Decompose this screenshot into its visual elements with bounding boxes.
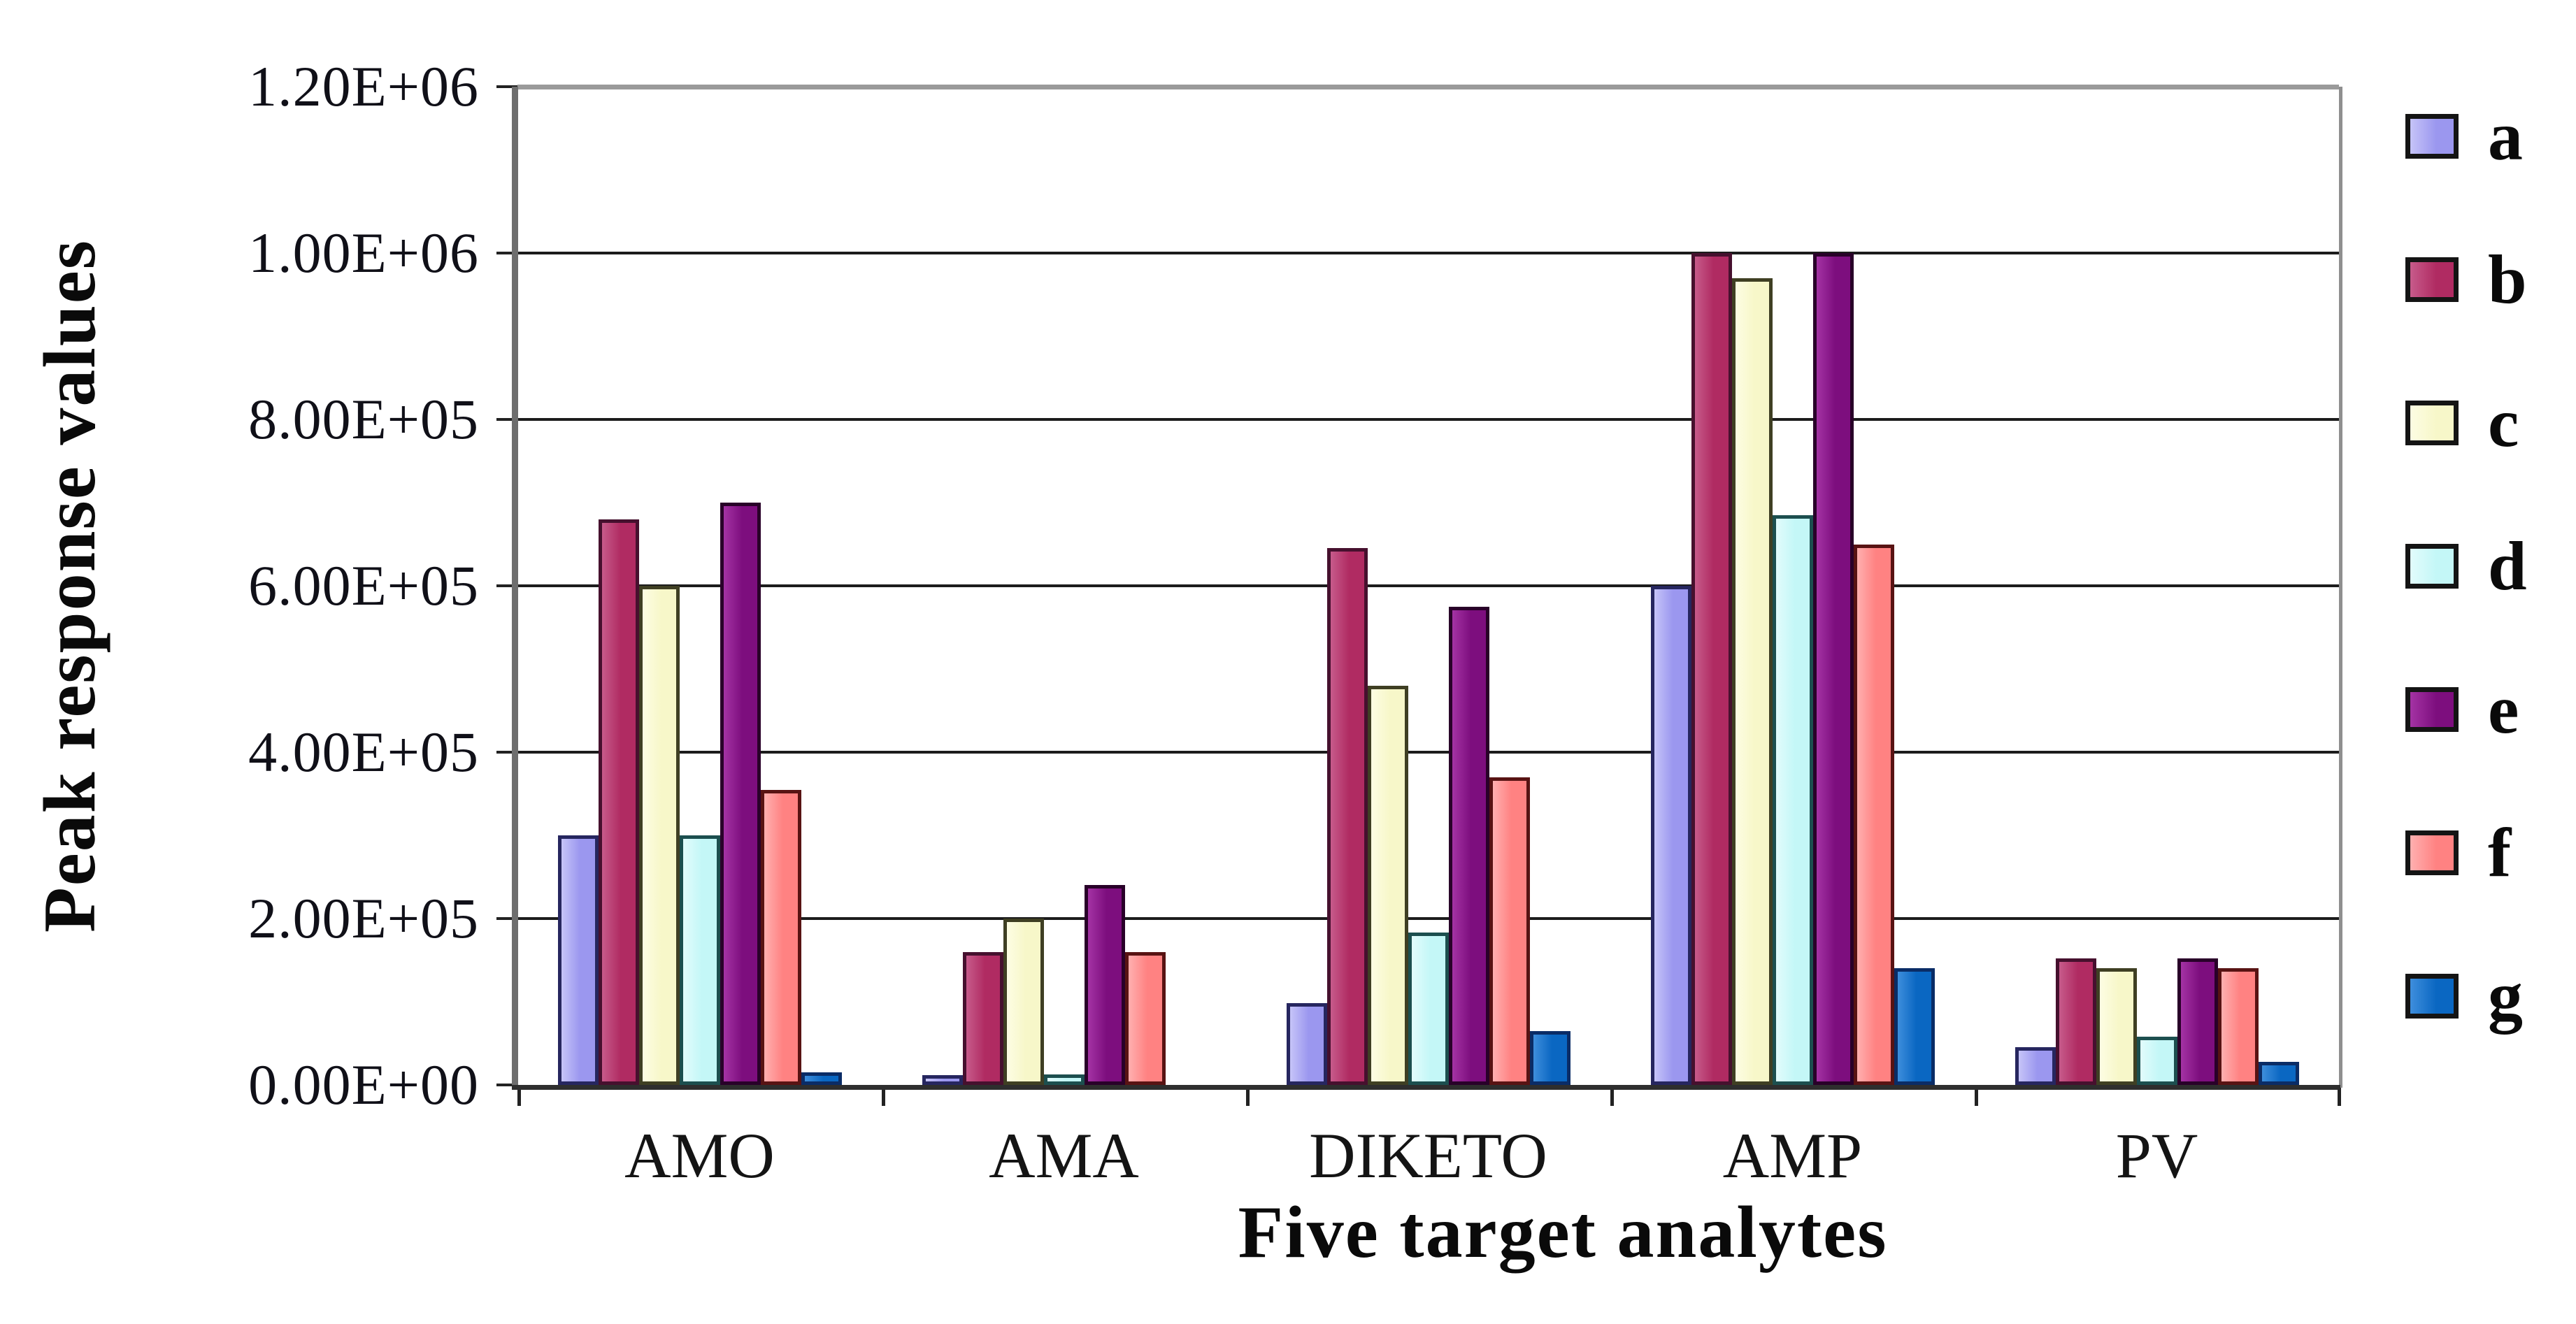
gridline [517, 418, 2339, 421]
y-axis-tick [496, 584, 517, 587]
bar-b-AMA [963, 951, 1003, 1085]
y-axis-tick [496, 418, 517, 421]
gridline [517, 252, 2339, 254]
bar-f-AMO [761, 789, 801, 1085]
y-axis-tick [496, 917, 517, 920]
y-tick-label: 0.00E+00 [248, 1053, 479, 1116]
bar-f-DIKETO [1489, 777, 1530, 1085]
category-label-PV: PV [2115, 1120, 2198, 1191]
legend-label-f: f [2488, 814, 2512, 891]
bar-c-PV [2096, 968, 2137, 1085]
bar-g-DIKETO [1530, 1030, 1570, 1085]
y-axis-line [512, 87, 518, 1088]
bar-g-AMP [1894, 968, 1935, 1085]
legend-label-e: e [2488, 670, 2519, 748]
bar-d-DIKETO [1408, 933, 1449, 1085]
category-label-AMP: AMP [1722, 1120, 1863, 1191]
plot-right-border [2339, 87, 2342, 1088]
x-axis-tick [882, 1085, 885, 1106]
bar-c-DIKETO [1368, 685, 1408, 1085]
legend-item-e: e [2405, 668, 2573, 751]
bar-e-PV [2177, 958, 2218, 1085]
y-axis-tick [496, 252, 517, 254]
bar-e-AMA [1085, 885, 1125, 1085]
bar-f-PV [2218, 968, 2259, 1085]
bar-d-AMO [680, 835, 720, 1085]
legend-item-d: d [2405, 524, 2573, 608]
bar-a-AMA [922, 1074, 963, 1085]
legend-swatch-g [2405, 974, 2459, 1019]
y-tick-label: 1.20E+06 [248, 55, 479, 118]
bar-b-PV [2056, 958, 2096, 1085]
bar-e-AMP [1813, 253, 1854, 1085]
legend-swatch-a [2405, 114, 2459, 159]
bar-d-PV [2137, 1036, 2177, 1085]
gridline [517, 584, 2339, 587]
x-axis-tick [1610, 1085, 1614, 1106]
category-label-DIKETO: DIKETO [1309, 1120, 1547, 1191]
gridline [517, 751, 2339, 754]
y-tick-label: 1.00E+06 [248, 221, 479, 285]
x-axis-line [512, 1085, 2340, 1090]
legend-label-b: b [2488, 240, 2527, 318]
bar-g-PV [2259, 1061, 2299, 1085]
bar-b-AMO [599, 519, 639, 1085]
bar-e-DIKETO [1449, 606, 1489, 1085]
legend-item-f: f [2405, 811, 2573, 895]
legend-swatch-e [2405, 687, 2459, 732]
y-axis-tick [496, 1084, 517, 1086]
legend-label-g: g [2488, 957, 2523, 1035]
x-axis-tick [517, 1085, 521, 1106]
bar-c-AMP [1732, 278, 1773, 1085]
legend-item-b: b [2405, 238, 2573, 322]
y-tick-label: 4.00E+05 [248, 720, 479, 784]
bar-c-AMA [1003, 919, 1044, 1085]
gridline [517, 917, 2339, 920]
legend-swatch-c [2405, 401, 2459, 445]
bar-d-AMP [1773, 515, 1813, 1085]
bar-d-AMA [1044, 1074, 1085, 1085]
y-axis-tick [496, 85, 517, 88]
x-axis-title: Five target analytes [1238, 1191, 1888, 1273]
bar-f-AMP [1854, 544, 1894, 1085]
legend-label-d: d [2488, 527, 2527, 605]
bar-c-AMO [639, 586, 680, 1085]
legend-item-g: g [2405, 954, 2573, 1038]
plot-top-border [517, 85, 2339, 89]
bar-b-DIKETO [1327, 548, 1368, 1085]
legend-swatch-b [2405, 257, 2459, 302]
x-axis-tick [2338, 1085, 2341, 1106]
legend-item-c: c [2405, 381, 2573, 465]
bar-g-AMO [801, 1072, 842, 1085]
legend-label-c: c [2488, 384, 2519, 461]
legend-swatch-d [2405, 544, 2459, 589]
bar-e-AMO [720, 503, 761, 1085]
legend-swatch-f [2405, 830, 2459, 875]
legend-item-a: a [2405, 94, 2573, 178]
category-label-AMO: AMO [624, 1120, 775, 1191]
x-axis-tick [1246, 1085, 1250, 1106]
y-tick-label: 2.00E+05 [248, 886, 479, 950]
category-label-AMA: AMA [989, 1120, 1139, 1191]
bar-b-AMP [1691, 253, 1732, 1085]
legend-label-a: a [2488, 97, 2523, 175]
bar-a-DIKETO [1287, 1003, 1327, 1085]
bar-a-PV [2015, 1047, 2056, 1085]
y-tick-label: 8.00E+05 [248, 387, 479, 451]
y-tick-label: 6.00E+05 [248, 554, 479, 617]
bar-f-AMA [1125, 951, 1166, 1085]
x-axis-tick [1975, 1085, 1978, 1106]
bar-a-AMP [1651, 586, 1691, 1085]
y-axis-tick [496, 751, 517, 754]
bar-a-AMO [558, 835, 599, 1085]
